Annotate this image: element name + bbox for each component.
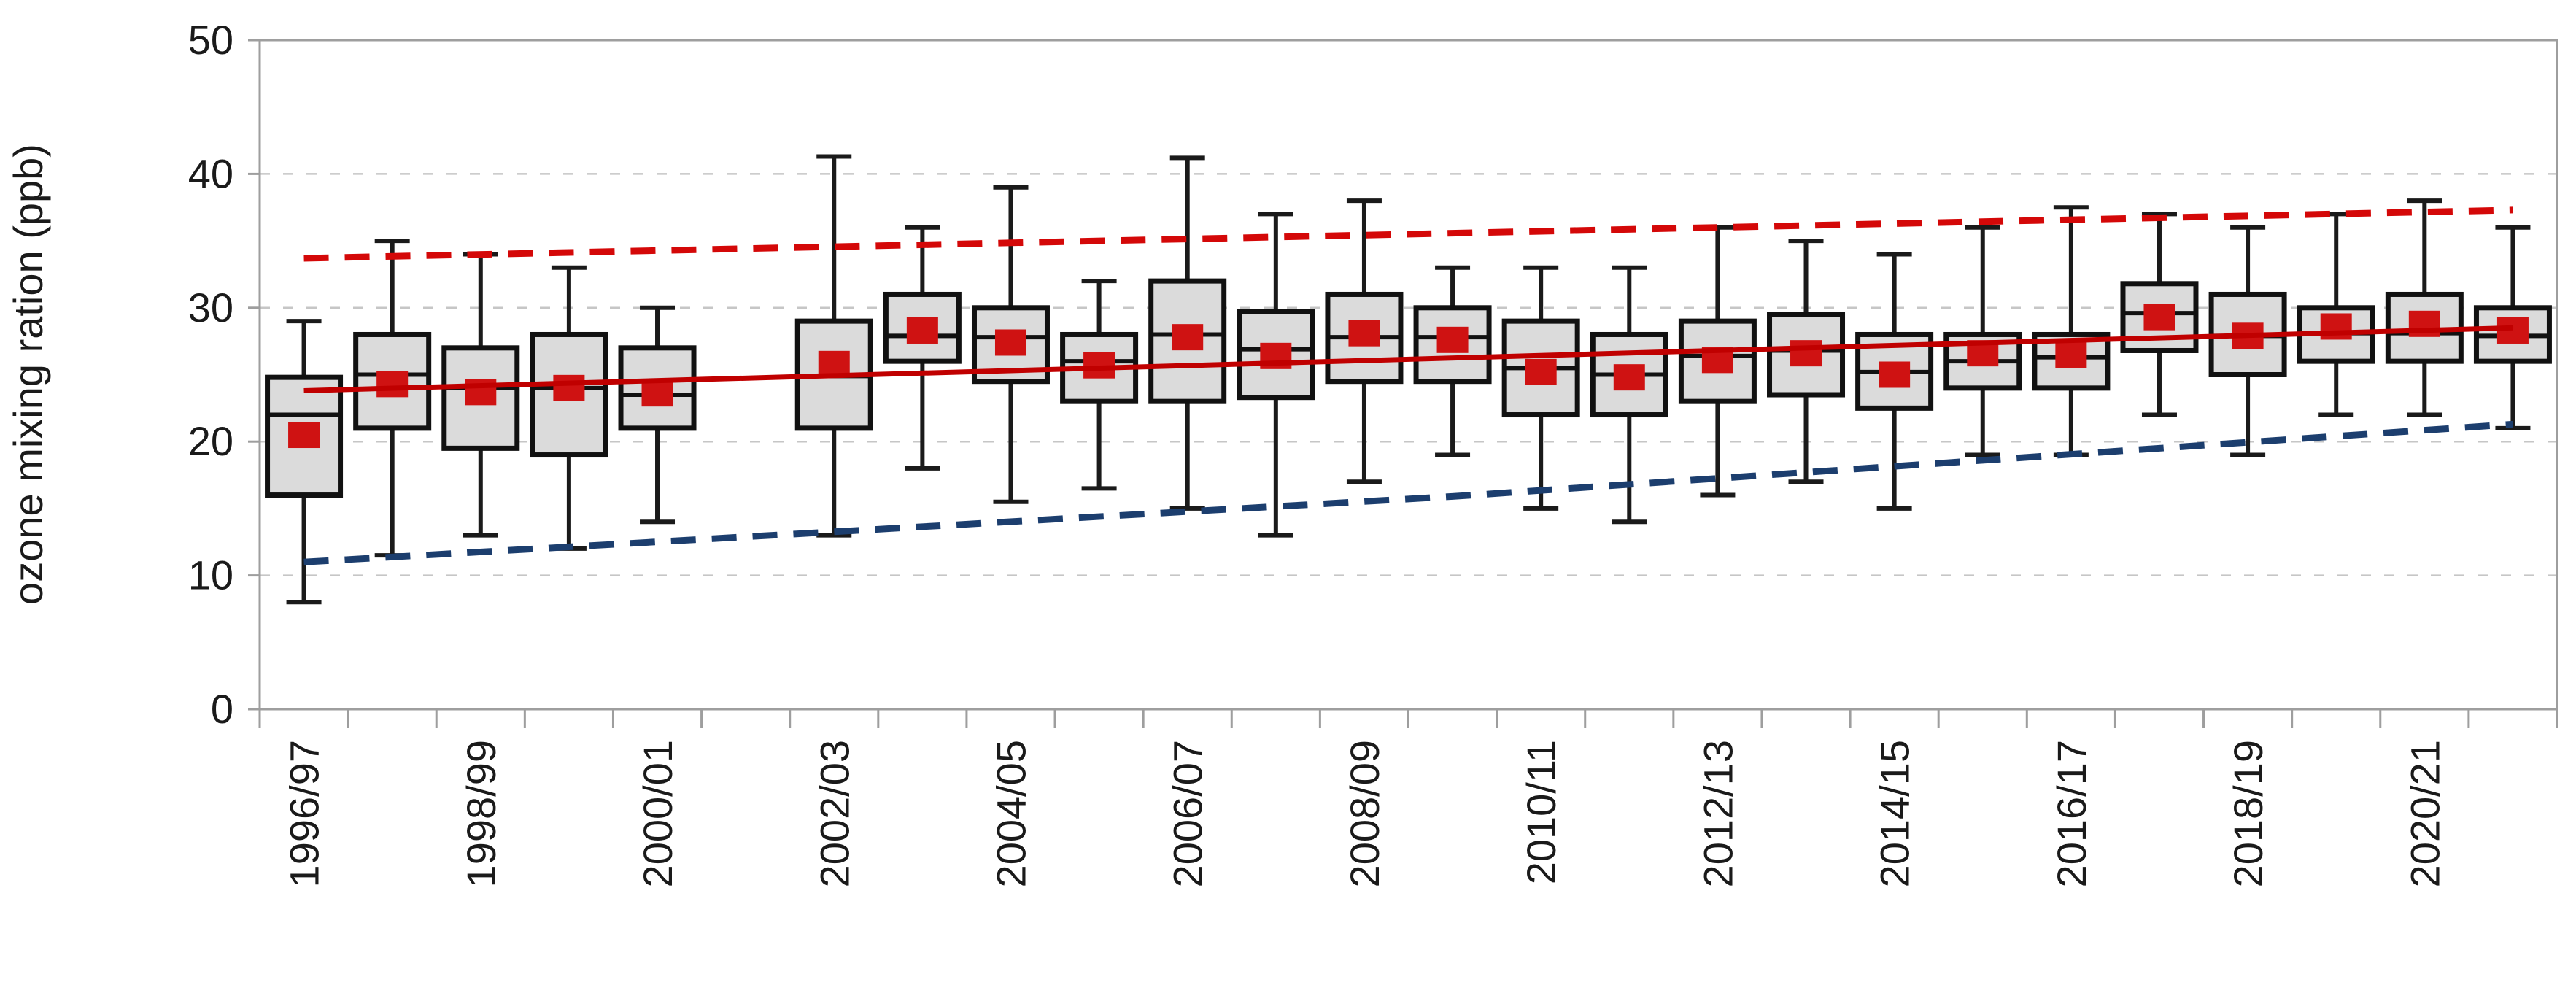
box-2010-11 bbox=[1501, 265, 1580, 511]
mean-square-marker bbox=[1172, 324, 1204, 351]
box-2019-20 bbox=[2297, 212, 2375, 417]
box-2007-08 bbox=[1237, 212, 1315, 538]
x-tick-label: 1998/99 bbox=[458, 740, 504, 887]
x-tick-label: 2008/09 bbox=[1342, 740, 1388, 887]
box-2013-14 bbox=[1767, 239, 1846, 484]
box-2006-07 bbox=[1148, 155, 1227, 511]
mean-square-marker bbox=[1790, 340, 1822, 367]
lower-dashed-line bbox=[303, 420, 2513, 565]
box-2011-12 bbox=[1590, 265, 1668, 525]
box-2002-03 bbox=[794, 154, 873, 538]
mean-square-marker bbox=[818, 350, 850, 377]
y-tick-label: 50 bbox=[188, 17, 233, 63]
y-tick-label: 20 bbox=[188, 418, 233, 464]
mean-square-marker bbox=[1613, 364, 1645, 391]
box-1998-99 bbox=[441, 252, 520, 538]
box-2003-04 bbox=[883, 225, 962, 471]
box-2021-22 bbox=[2473, 225, 2552, 430]
mean-square-marker bbox=[994, 329, 1026, 356]
box-2017-18 bbox=[2120, 212, 2199, 417]
box-1997-98 bbox=[353, 239, 432, 558]
mean-square-marker bbox=[641, 380, 673, 407]
mean-square-marker bbox=[2143, 304, 2175, 331]
x-tick-label: 2002/03 bbox=[811, 740, 857, 887]
box-2000-01 bbox=[618, 305, 697, 525]
y-tick-label: 0 bbox=[211, 686, 233, 732]
y-axis: 0 10 20 30 40 50 bbox=[188, 17, 260, 732]
box-2016-17 bbox=[2032, 205, 2111, 457]
y-tick-label: 10 bbox=[188, 552, 233, 598]
box-2004-05 bbox=[971, 185, 1050, 504]
x-tick-label: 2000/01 bbox=[635, 740, 681, 887]
iqr-box bbox=[1148, 278, 1227, 404]
box-2012-13 bbox=[1678, 225, 1757, 498]
y-axis-title: ozone mixing ration (ppb) bbox=[5, 144, 51, 605]
x-tick-label: 2012/13 bbox=[1695, 740, 1741, 887]
box-2018-19 bbox=[2208, 225, 2287, 457]
upper-dashed-line bbox=[303, 206, 2513, 262]
mean-square-marker bbox=[288, 422, 320, 449]
mean-square-marker bbox=[2055, 341, 2087, 368]
mean-square-marker bbox=[376, 371, 409, 398]
mean-square-marker bbox=[1525, 358, 1557, 385]
mean-square-marker bbox=[553, 374, 585, 401]
x-tick-label: 1996/97 bbox=[282, 740, 328, 887]
box-2020-21 bbox=[2385, 198, 2464, 417]
x-tick-label: 2020/21 bbox=[2402, 740, 2448, 887]
x-tick-label: 2014/15 bbox=[1872, 740, 1918, 887]
box-2008-09 bbox=[1325, 198, 1404, 484]
x-tick-label: 2018/19 bbox=[2225, 740, 2271, 887]
y-tick-label: 30 bbox=[188, 285, 233, 331]
box-1996-97 bbox=[265, 319, 344, 605]
mean-square-marker bbox=[1879, 361, 1911, 388]
box-1999-00 bbox=[530, 265, 608, 551]
iqr-box bbox=[1767, 312, 1846, 398]
x-tick-label: 2016/17 bbox=[2049, 740, 2095, 887]
y-tick-label: 40 bbox=[188, 150, 233, 196]
mean-trend-line bbox=[303, 325, 2513, 394]
x-axis: 1996/97 1998/99 2000/01 2002/03 2004/05 2006/… bbox=[258, 709, 2558, 887]
mean-square-marker bbox=[906, 317, 938, 344]
x-tick-label: 2004/05 bbox=[988, 740, 1034, 887]
box-2009-10 bbox=[1413, 265, 1492, 457]
mean-square-marker bbox=[1348, 320, 1380, 347]
x-tick-label: 2010/11 bbox=[1518, 740, 1564, 884]
box-2005-06 bbox=[1060, 279, 1139, 491]
x-tick-label: 2006/07 bbox=[1165, 740, 1211, 887]
box-series bbox=[265, 154, 2552, 605]
mean-square-marker bbox=[1436, 326, 1469, 353]
